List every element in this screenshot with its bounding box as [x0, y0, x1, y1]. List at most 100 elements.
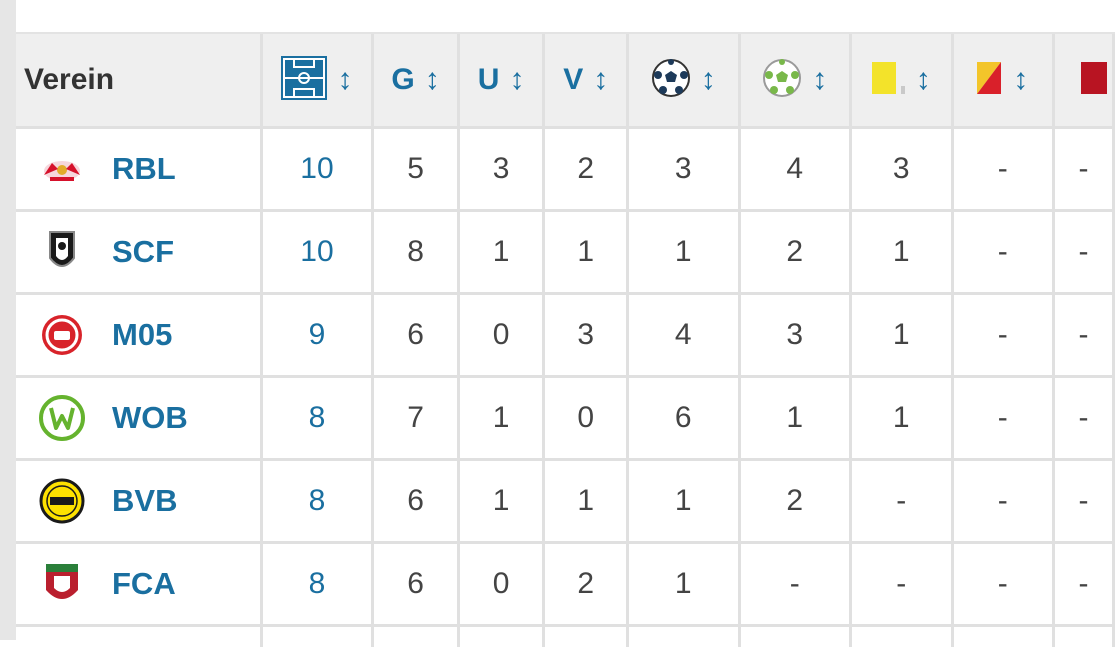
sort-points-icon[interactable]: ↕: [337, 65, 352, 95]
soccer-ball-icon: [651, 58, 691, 103]
header-points[interactable]: ↕: [261, 34, 373, 128]
sort-yellow-red-icon[interactable]: ↕: [1013, 65, 1028, 95]
red-cell: -: [1054, 543, 1114, 626]
header-wins[interactable]: U ↕: [458, 34, 544, 128]
empty-cell: [16, 626, 261, 647]
m05-logo-icon: [38, 311, 86, 359]
table-row[interactable]: M05 9 6 0 3 4 3 1 - -: [16, 294, 1114, 377]
points-cell[interactable]: 10: [261, 128, 373, 211]
yellow-cell: -: [851, 460, 953, 543]
losses-cell: 2: [544, 128, 628, 211]
bvb-logo-icon: [38, 477, 86, 525]
club-abbreviation[interactable]: SCF: [112, 234, 174, 270]
header-goals[interactable]: ↕: [628, 34, 740, 128]
losses-cell: 1: [544, 460, 628, 543]
losses-cell: 1: [544, 211, 628, 294]
header-losses[interactable]: V ↕: [544, 34, 628, 128]
red-cell: -: [1054, 377, 1114, 460]
header-yellow-cards[interactable]: ↕: [851, 34, 953, 128]
red-cell: -: [1054, 211, 1114, 294]
club-cell[interactable]: WOB: [16, 377, 261, 460]
header-red-cards[interactable]: [1054, 34, 1114, 128]
losses-cell: 3: [544, 294, 628, 377]
yellow-card-icon: [872, 60, 906, 101]
empty-cell: [458, 626, 544, 647]
wins-cell: 1: [458, 377, 544, 460]
wins-cell: 1: [458, 211, 544, 294]
club-cell[interactable]: BVB: [16, 460, 261, 543]
header-assists[interactable]: ↕: [739, 34, 851, 128]
club-abbreviation[interactable]: RBL: [112, 151, 176, 187]
yellow-red-cell: -: [952, 377, 1053, 460]
yellow-cell: 3: [851, 128, 953, 211]
games-cell: 8: [373, 211, 459, 294]
assists-cell: -: [739, 543, 851, 626]
empty-cell: [952, 626, 1053, 647]
yellow-red-card-icon: [977, 60, 1003, 101]
green-ball-icon: [762, 58, 802, 103]
club-abbreviation[interactable]: M05: [112, 317, 172, 353]
sort-losses-icon[interactable]: ↕: [593, 65, 608, 95]
wins-cell: 0: [458, 543, 544, 626]
sort-wins-icon[interactable]: ↕: [509, 65, 524, 95]
points-cell[interactable]: 8: [261, 543, 373, 626]
club-stats-table: Verein ↕: [16, 34, 1115, 647]
empty-cell: [544, 626, 628, 647]
games-cell: 5: [373, 128, 459, 211]
yellow-red-cell: -: [952, 460, 1053, 543]
losses-cell: 2: [544, 543, 628, 626]
red-cell: -: [1054, 128, 1114, 211]
games-cell: 6: [373, 460, 459, 543]
assists-cell: 3: [739, 294, 851, 377]
yellow-red-cell: -: [952, 128, 1053, 211]
yellow-cell: 1: [851, 211, 953, 294]
sort-yellow-icon[interactable]: ↕: [916, 65, 931, 95]
empty-cell: [373, 626, 459, 647]
red-cell: -: [1054, 294, 1114, 377]
header-wins-label: U: [478, 63, 500, 97]
points-cell[interactable]: 8: [261, 377, 373, 460]
table-row[interactable]: BVB 8 6 1 1 1 2 - - -: [16, 460, 1114, 543]
yellow-cell: 1: [851, 377, 953, 460]
club-cell[interactable]: RBL: [16, 128, 261, 211]
club-abbreviation[interactable]: WOB: [112, 400, 188, 436]
games-cell: 6: [373, 543, 459, 626]
losses-cell: 0: [544, 377, 628, 460]
club-abbreviation[interactable]: BVB: [112, 483, 177, 519]
points-cell[interactable]: 9: [261, 294, 373, 377]
club-abbreviation[interactable]: FCA: [112, 566, 176, 602]
fca-logo-icon: [38, 560, 86, 608]
table-row[interactable]: WOB 8 7 1 0 6 1 1 - -: [16, 377, 1114, 460]
yellow-cell: -: [851, 543, 953, 626]
yellow-cell: 1: [851, 294, 953, 377]
wins-cell: 1: [458, 460, 544, 543]
goals-cell: 1: [628, 543, 740, 626]
goals-cell: 6: [628, 377, 740, 460]
club-cell[interactable]: M05: [16, 294, 261, 377]
empty-cell: [261, 626, 373, 647]
sort-games-icon[interactable]: ↕: [425, 65, 440, 95]
club-cell[interactable]: FCA: [16, 543, 261, 626]
header-yellow-red-cards[interactable]: ↕: [952, 34, 1053, 128]
sort-goals-icon[interactable]: ↕: [701, 65, 716, 95]
table-row[interactable]: SCF 10 8 1 1 1 2 1 - -: [16, 211, 1114, 294]
assists-cell: 4: [739, 128, 851, 211]
club-cell[interactable]: SCF: [16, 211, 261, 294]
header-losses-label: V: [563, 63, 583, 97]
yellow-red-cell: -: [952, 543, 1053, 626]
points-cell[interactable]: 10: [261, 211, 373, 294]
scf-logo-icon: [38, 228, 86, 276]
points-cell[interactable]: 8: [261, 460, 373, 543]
header-games[interactable]: G ↕: [373, 34, 459, 128]
sort-assists-icon[interactable]: ↕: [812, 65, 827, 95]
table-row[interactable]: FCA 8 6 0 2 1 - - - -: [16, 543, 1114, 626]
table-row-partial: [16, 626, 1114, 647]
empty-cell: [1054, 626, 1114, 647]
header-row: Verein ↕: [16, 34, 1114, 128]
assists-cell: 2: [739, 460, 851, 543]
wins-cell: 0: [458, 294, 544, 377]
table-row[interactable]: RBL 10 5 3 2 3 4 3 - -: [16, 128, 1114, 211]
rbl-logo-icon: [38, 145, 86, 193]
assists-cell: 2: [739, 211, 851, 294]
empty-cell: [628, 626, 740, 647]
